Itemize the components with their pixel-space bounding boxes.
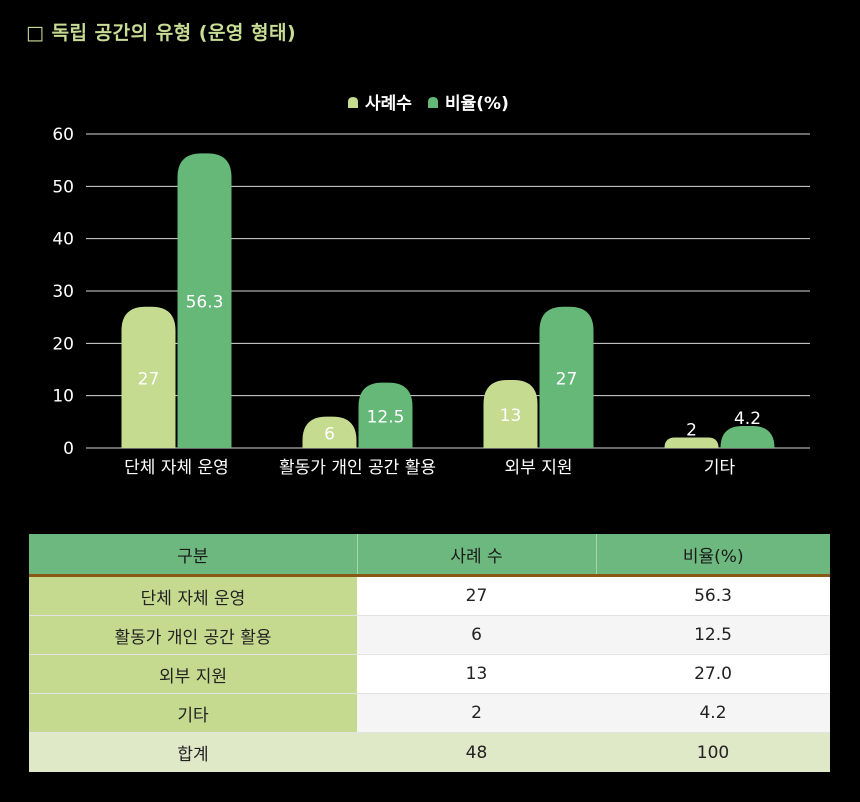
table-cell-count: 13	[357, 654, 596, 694]
bar-chart: 0 10 20 30 40 50 60 27 56.3 단체 자체 운영 6 12.5 활동가 개인 공…	[52, 94, 810, 478]
table-cell-category: 외부 지원	[29, 654, 357, 694]
table-row: 활동가 개인 공간 활용 6 12.5	[29, 615, 830, 655]
page-title: □ 독립 공간의 유형 (운영 형태)	[26, 22, 297, 44]
x-tick-label: 기타	[704, 458, 736, 478]
table-total-label: 합계	[29, 732, 357, 772]
table-header-ratio: 비율(%)	[596, 534, 830, 577]
table-cell-ratio: 27.0	[596, 654, 830, 694]
y-tick-label: 0	[63, 439, 74, 459]
bar-count	[302, 416, 357, 448]
legend-label: 사례수	[365, 94, 412, 114]
y-tick-label: 20	[52, 334, 74, 354]
table-cell-ratio: 56.3	[596, 575, 830, 616]
table-cell-count: 6	[357, 615, 596, 655]
data-label: 56.3	[186, 293, 224, 313]
bar-count	[664, 437, 719, 448]
y-tick-label: 30	[52, 282, 74, 302]
table-total-ratio: 100	[596, 732, 830, 772]
table-cell-ratio: 4.2	[596, 693, 830, 733]
data-label: 27	[556, 369, 578, 389]
data-label: 13	[500, 406, 522, 426]
y-tick-label: 10	[52, 387, 74, 407]
table-cell-category: 기타	[29, 693, 357, 733]
data-label: 6	[324, 424, 335, 444]
table-total-row: 합계 48 100	[29, 732, 830, 772]
table-row: 기타 2 4.2	[29, 693, 830, 733]
table-header-count: 사례 수	[357, 534, 597, 577]
data-label: 2	[686, 421, 697, 441]
table-cell-category: 단체 자체 운영	[29, 575, 357, 616]
summary-table: 구분 사례 수 비율(%) 단체 자체 운영 27 56.3 활동가 개인 공간…	[29, 534, 830, 772]
table-cell-ratio: 12.5	[596, 615, 830, 655]
y-tick-label: 60	[52, 125, 74, 145]
y-tick-label: 50	[52, 177, 74, 197]
legend-marker	[428, 97, 438, 108]
bar-ratio	[539, 306, 594, 448]
table-row: 외부 지원 13 27.0	[29, 654, 830, 694]
bar-ratio	[177, 153, 232, 448]
x-tick-label: 외부 지원	[505, 458, 573, 478]
table-header-row: 구분 사례 수 비율(%)	[29, 534, 830, 577]
bar-count	[121, 306, 176, 448]
x-tick-label: 단체 자체 운영	[124, 458, 229, 478]
legend-marker	[348, 97, 358, 108]
legend-label: 비율(%)	[445, 94, 509, 114]
data-label: 4.2	[734, 409, 761, 429]
table-total-count: 48	[357, 732, 596, 772]
x-tick-label: 활동가 개인 공간 활용	[279, 458, 436, 478]
bar-count	[483, 379, 538, 448]
data-label: 12.5	[367, 407, 405, 427]
bar-ratio	[720, 426, 775, 448]
bar-ratio	[358, 382, 413, 448]
y-tick-label: 40	[52, 230, 74, 250]
table-cell-count: 2	[357, 693, 596, 733]
table-header-category: 구분	[29, 534, 358, 577]
table-cell-count: 27	[357, 575, 596, 616]
data-label: 27	[138, 369, 160, 389]
table-row: 단체 자체 운영 27 56.3	[29, 575, 830, 616]
table-cell-category: 활동가 개인 공간 활용	[29, 615, 357, 655]
